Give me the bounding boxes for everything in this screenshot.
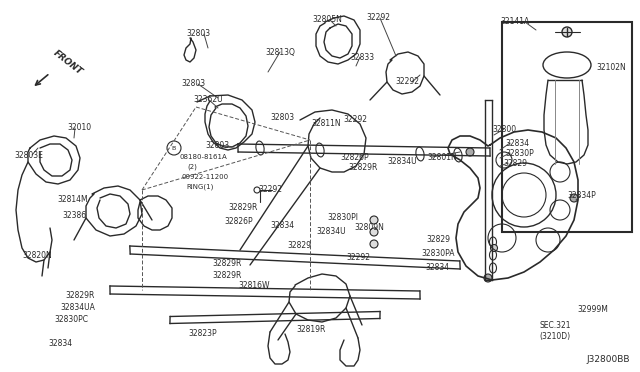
Text: 32386: 32386	[62, 211, 86, 219]
Text: 32292: 32292	[346, 253, 370, 263]
Text: 32834U: 32834U	[387, 157, 417, 167]
Text: J32800BB: J32800BB	[586, 356, 630, 365]
Text: 32814M: 32814M	[57, 196, 88, 205]
Text: 32834: 32834	[425, 263, 449, 273]
Text: 32830P: 32830P	[505, 148, 534, 157]
Text: 32834: 32834	[505, 138, 529, 148]
Text: 32819R: 32819R	[296, 326, 325, 334]
Text: 32834U: 32834U	[316, 228, 346, 237]
Text: 32834P: 32834P	[567, 192, 596, 201]
Text: 32829R: 32829R	[228, 203, 257, 212]
Circle shape	[484, 274, 492, 282]
Text: (2): (2)	[187, 164, 197, 170]
Text: (3210D): (3210D)	[539, 331, 570, 340]
Circle shape	[490, 244, 497, 251]
Text: 32830PC: 32830PC	[54, 314, 88, 324]
Text: 32803: 32803	[186, 29, 210, 38]
Text: 32829R: 32829R	[212, 259, 241, 267]
Text: 32830PI: 32830PI	[327, 214, 358, 222]
Text: 32823P: 32823P	[188, 328, 216, 337]
Text: 32803E: 32803E	[14, 151, 43, 160]
Text: 32829: 32829	[287, 241, 311, 250]
Text: 32803: 32803	[181, 80, 205, 89]
Text: 08180-8161A: 08180-8161A	[179, 154, 227, 160]
Circle shape	[370, 216, 378, 224]
Text: 32816W: 32816W	[238, 280, 269, 289]
Text: 32801N: 32801N	[427, 153, 457, 161]
Text: 32834: 32834	[270, 221, 294, 230]
Text: 32362U: 32362U	[193, 94, 223, 103]
Text: 32811N: 32811N	[311, 119, 340, 128]
Text: 32292: 32292	[395, 77, 419, 87]
Text: FRONT: FRONT	[52, 49, 84, 77]
Text: 32292: 32292	[258, 186, 282, 195]
Text: 32829: 32829	[426, 235, 450, 244]
Text: 32999M: 32999M	[577, 305, 608, 314]
Text: 32805N: 32805N	[312, 16, 342, 25]
Text: 32813Q: 32813Q	[265, 48, 295, 57]
Text: 32829R: 32829R	[65, 292, 94, 301]
Circle shape	[370, 228, 378, 236]
Text: 32826P: 32826P	[340, 153, 369, 161]
Text: 32829R: 32829R	[212, 272, 241, 280]
Text: 32803: 32803	[205, 141, 229, 150]
Text: 32292: 32292	[366, 13, 390, 22]
Text: 32141A: 32141A	[500, 17, 529, 26]
Text: 32829R: 32829R	[348, 164, 378, 173]
Text: 32834UA: 32834UA	[60, 304, 95, 312]
Text: 32803: 32803	[270, 113, 294, 122]
Circle shape	[466, 148, 474, 156]
Text: SEC.321: SEC.321	[539, 321, 570, 330]
Text: 32833: 32833	[350, 52, 374, 61]
Text: 32010: 32010	[67, 124, 91, 132]
Circle shape	[254, 187, 260, 193]
Text: 32292: 32292	[343, 115, 367, 124]
Circle shape	[570, 194, 578, 202]
Text: 32826P: 32826P	[224, 218, 253, 227]
Text: 32830PA: 32830PA	[421, 248, 454, 257]
Text: 32834: 32834	[48, 340, 72, 349]
Text: 32102N: 32102N	[596, 64, 626, 73]
Text: 32809N: 32809N	[354, 224, 384, 232]
Text: 32820N: 32820N	[22, 250, 52, 260]
Bar	[502, 22, 632, 232]
Text: 32800: 32800	[492, 125, 516, 134]
Text: 32829: 32829	[503, 158, 527, 167]
Text: RING(1): RING(1)	[186, 184, 213, 190]
Text: 00922-11200: 00922-11200	[181, 174, 228, 180]
Circle shape	[562, 27, 572, 37]
Circle shape	[370, 240, 378, 248]
Text: B: B	[172, 145, 176, 151]
